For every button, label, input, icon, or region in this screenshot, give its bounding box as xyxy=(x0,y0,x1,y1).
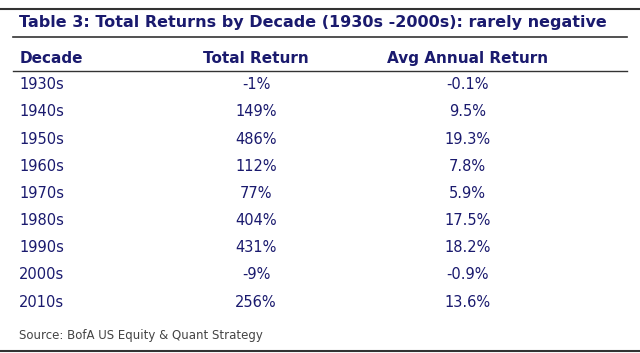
Text: Avg Annual Return: Avg Annual Return xyxy=(387,51,548,66)
Text: 1940s: 1940s xyxy=(19,104,64,119)
Text: 404%: 404% xyxy=(235,213,277,228)
Text: Table 3: Total Returns by Decade (1930s -2000s): rarely negative: Table 3: Total Returns by Decade (1930s … xyxy=(19,16,607,30)
Text: 9.5%: 9.5% xyxy=(449,104,486,119)
Text: Decade: Decade xyxy=(19,51,83,66)
Text: 112%: 112% xyxy=(235,159,277,174)
Text: 13.6%: 13.6% xyxy=(444,295,490,310)
Text: -0.9%: -0.9% xyxy=(446,268,488,282)
Text: Source: BofA US Equity & Quant Strategy: Source: BofA US Equity & Quant Strategy xyxy=(19,329,263,342)
Text: 2010s: 2010s xyxy=(19,295,65,310)
Text: 1950s: 1950s xyxy=(19,132,64,146)
Text: 431%: 431% xyxy=(236,240,276,255)
Text: 1930s: 1930s xyxy=(19,77,64,92)
Text: 149%: 149% xyxy=(236,104,276,119)
Text: -9%: -9% xyxy=(242,268,270,282)
Text: 1980s: 1980s xyxy=(19,213,64,228)
Text: 5.9%: 5.9% xyxy=(449,186,486,201)
Text: 2000s: 2000s xyxy=(19,268,65,282)
Text: -0.1%: -0.1% xyxy=(446,77,488,92)
Text: 1990s: 1990s xyxy=(19,240,64,255)
Text: 17.5%: 17.5% xyxy=(444,213,490,228)
Text: 1960s: 1960s xyxy=(19,159,64,174)
Text: 77%: 77% xyxy=(240,186,272,201)
Text: Total Return: Total Return xyxy=(203,51,309,66)
Text: 7.8%: 7.8% xyxy=(449,159,486,174)
Text: 256%: 256% xyxy=(235,295,277,310)
Text: 19.3%: 19.3% xyxy=(444,132,490,146)
Text: 1970s: 1970s xyxy=(19,186,64,201)
Text: 486%: 486% xyxy=(236,132,276,146)
Text: 18.2%: 18.2% xyxy=(444,240,490,255)
Text: -1%: -1% xyxy=(242,77,270,92)
